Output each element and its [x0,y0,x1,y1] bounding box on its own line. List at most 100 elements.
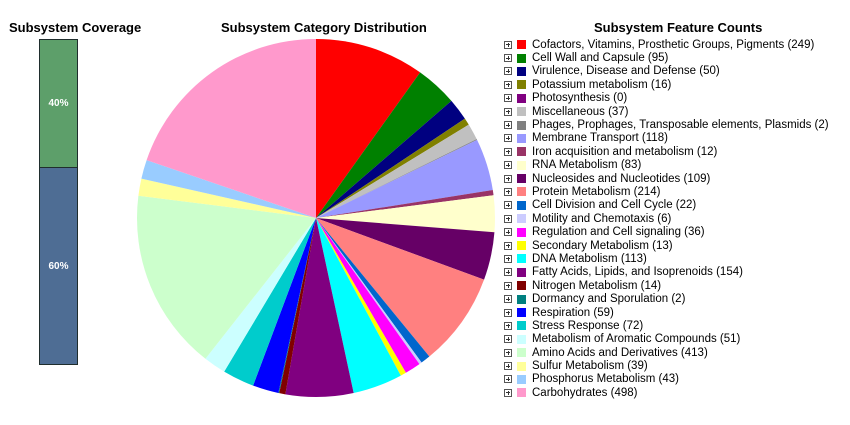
expand-plus-icon[interactable] [504,147,512,156]
pie-slice-13[interactable] [316,218,422,365]
coverage-segment-covered: 40% [40,40,77,168]
legend-label[interactable]: Phosphorus Metabolism (43) [532,373,680,386]
pie-slice-0[interactable] [316,39,421,218]
legend-label[interactable]: Respiration (59) [532,306,614,319]
pie-slice-5[interactable] [316,124,477,218]
expand-plus-icon[interactable] [504,254,512,263]
pie-slice-26[interactable] [146,39,316,218]
pie-slice-22[interactable] [205,218,316,372]
legend-label[interactable]: Amino Acids and Derivatives (413) [532,346,708,359]
pie-slice-1[interactable] [316,72,452,219]
legend-item: Nitrogen Metabolism (14) [504,279,829,292]
legend-label[interactable]: Fatty Acids, Lipids, and Isoprenoids (15… [532,266,743,279]
legend-label[interactable]: Motility and Chemotaxis (6) [532,212,672,225]
legend-item: Cell Division and Cell Cycle (22) [504,199,829,212]
legend-label[interactable]: Virulence, Disease and Defense (50) [532,65,720,78]
pie-slice-2[interactable] [316,100,465,218]
legend-label[interactable]: Dormancy and Sporulation (2) [532,293,686,306]
pie-slice-19[interactable] [278,218,316,394]
legend-label[interactable]: Metabolism of Aromatic Compounds (51) [532,333,741,346]
legend-swatch [517,214,526,224]
pie-slice-14[interactable] [316,218,420,373]
legend-label[interactable]: Photosynthesis (0) [532,92,628,105]
expand-plus-icon[interactable] [504,388,512,397]
legend-label[interactable]: Regulation and Cell signaling (36) [532,226,705,239]
legend-item: Dormancy and Sporulation (2) [504,292,829,305]
expand-plus-icon[interactable] [504,40,512,49]
expand-plus-icon[interactable] [504,348,512,357]
pie-slice-20[interactable] [253,218,316,393]
legend-swatch [517,348,526,358]
legend-label[interactable]: Cofactors, Vitamins, Prosthetic Groups, … [532,38,815,51]
legend-label[interactable]: Phages, Prophages, Transposable elements… [532,119,829,132]
legend-label[interactable]: Nucleosides and Nucleotides (109) [532,172,711,185]
expand-plus-icon[interactable] [504,174,512,183]
expand-plus-icon[interactable] [504,201,512,210]
legend-swatch [517,80,526,90]
pie-slice-7[interactable] [316,139,493,218]
legend-label[interactable]: Cell Division and Cell Cycle (22) [532,199,697,212]
legend-label[interactable]: Miscellaneous (37) [532,105,629,118]
legend-label[interactable]: Iron acquisition and metabolism (12) [532,145,718,158]
pie-slice-21[interactable] [224,218,316,386]
pie-slice-8[interactable] [316,190,494,218]
legend-label[interactable]: Protein Metabolism (214) [532,185,661,198]
expand-plus-icon[interactable] [504,80,512,89]
expand-plus-icon[interactable] [504,375,512,384]
legend-item: RNA Metabolism (83) [504,159,829,172]
expand-plus-icon[interactable] [504,107,512,116]
pie-slice-25[interactable] [141,160,316,218]
pie-slice-9[interactable] [316,195,495,233]
pie-slice-16[interactable] [316,218,401,393]
expand-plus-icon[interactable] [504,54,512,63]
expand-plus-icon[interactable] [504,214,512,223]
legend-label[interactable]: Carbohydrates (498) [532,386,638,399]
expand-plus-icon[interactable] [504,161,512,170]
expand-plus-icon[interactable] [504,295,512,304]
legend-swatch [517,93,526,103]
legend-label[interactable]: DNA Metabolism (113) [532,252,647,265]
expand-plus-icon[interactable] [504,268,512,277]
expand-plus-icon[interactable] [504,121,512,130]
legend-swatch [517,254,526,264]
legend-label[interactable]: Nitrogen Metabolism (14) [532,279,662,292]
pie-slice-11[interactable] [316,218,485,357]
pie-chart-title: Subsystem Category Distribution [221,20,427,35]
legend-label[interactable]: Potassium metabolism (16) [532,78,672,91]
legend-label[interactable]: Membrane Transport (118) [532,132,668,145]
legend-label[interactable]: Cell Wall and Capsule (95) [532,52,669,65]
expand-plus-icon[interactable] [504,362,512,371]
legend-item: Carbohydrates (498) [504,386,829,399]
pie-slice-6[interactable] [316,139,478,218]
legend-item: Protein Metabolism (214) [504,185,829,198]
pie-slice-12[interactable] [316,218,430,363]
pie-slice-15[interactable] [316,218,406,376]
legend-label[interactable]: Secondary Metabolism (13) [532,239,673,252]
pie-slice-3[interactable] [316,118,469,218]
expand-plus-icon[interactable] [504,308,512,317]
legend-label[interactable]: RNA Metabolism (83) [532,159,642,172]
pie-slice-24[interactable] [138,178,316,218]
expand-plus-icon[interactable] [504,134,512,143]
legend-item: Cell Wall and Capsule (95) [504,51,829,64]
legend-swatch [517,321,526,331]
legend-swatch [517,361,526,371]
expand-plus-icon[interactable] [504,228,512,237]
pie-slice-18[interactable] [279,218,316,395]
pie-slice-17[interactable] [285,218,354,398]
legend-swatch [517,267,526,277]
legend-item: Amino Acids and Derivatives (413) [504,346,829,359]
expand-plus-icon[interactable] [504,281,512,290]
expand-plus-icon[interactable] [504,241,512,250]
expand-plus-icon[interactable] [504,187,512,196]
legend-swatch [517,388,526,398]
legend-label[interactable]: Stress Response (72) [532,319,644,332]
expand-plus-icon[interactable] [504,335,512,344]
legend-item: Respiration (59) [504,306,829,319]
expand-plus-icon[interactable] [504,67,512,76]
pie-slice-10[interactable] [316,218,495,280]
expand-plus-icon[interactable] [504,94,512,103]
legend-label[interactable]: Sulfur Metabolism (39) [532,360,648,373]
expand-plus-icon[interactable] [504,321,512,330]
pie-slice-23[interactable] [137,195,316,359]
